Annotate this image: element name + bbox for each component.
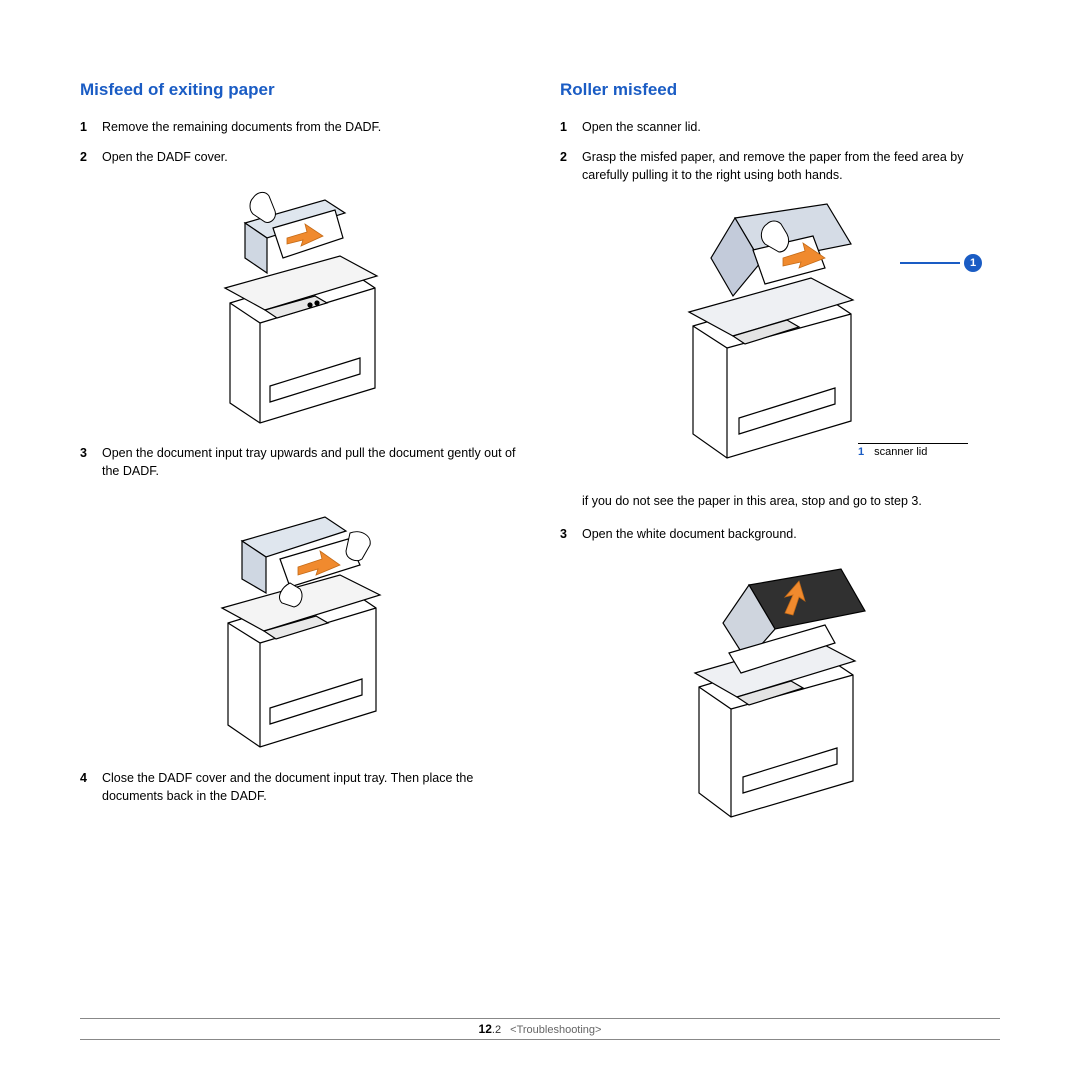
page-footer: 12.2 <Troubleshooting> [80, 1018, 1000, 1040]
step-number: 1 [80, 118, 102, 136]
step-number: 1 [560, 118, 582, 136]
right-figure-1: 1 1 scanner lid [560, 196, 1000, 476]
legend-number: 1 [858, 446, 864, 458]
figure-legend: 1 scanner lid [858, 443, 968, 458]
left-column: Misfeed of exiting paper 1 Remove the re… [80, 80, 520, 841]
right-steps: 1 Open the scanner lid. 2 Grasp the misf… [560, 118, 1000, 184]
callout-1: 1 [900, 254, 982, 272]
callout-badge: 1 [964, 254, 982, 272]
step-text: Open the DADF cover. [102, 148, 520, 166]
right-steps-cont: 3 Open the white document background. [560, 525, 1000, 543]
left-steps: 1 Remove the remaining documents from th… [80, 118, 520, 166]
left-step-3: 3 Open the document input tray upwards a… [80, 444, 520, 480]
callout-line [900, 262, 960, 264]
left-figure-2 [80, 493, 520, 753]
left-step-1: 1 Remove the remaining documents from th… [80, 118, 520, 136]
step-text: Open the white document background. [582, 525, 1000, 543]
step-text: Grasp the misfed paper, and remove the p… [582, 148, 1000, 184]
printer-dadf-open-icon [195, 178, 405, 428]
right-note: if you do not see the paper in this area… [582, 492, 1000, 510]
footer-section: <Troubleshooting> [510, 1024, 601, 1036]
step-number: 4 [80, 769, 102, 787]
step-number: 2 [80, 148, 102, 166]
step-text: Remove the remaining documents from the … [102, 118, 520, 136]
step-text: Open the document input tray upwards and… [102, 444, 520, 480]
printer-doc-background-open-icon [665, 555, 895, 825]
left-step-2: 2 Open the DADF cover. [80, 148, 520, 166]
step-number: 3 [80, 444, 102, 462]
step-number: 2 [560, 148, 582, 166]
page-number-minor: .2 [492, 1024, 501, 1036]
left-steps-cont2: 4 Close the DADF cover and the document … [80, 769, 520, 805]
right-step-3: 3 Open the white document background. [560, 525, 1000, 543]
left-figure-1 [80, 178, 520, 428]
right-figure-2 [560, 555, 1000, 825]
step-text: Open the scanner lid. [582, 118, 1000, 136]
legend-text: scanner lid [874, 446, 927, 458]
printer-scanner-lid-open-icon [655, 196, 905, 466]
step-text: Close the DADF cover and the document in… [102, 769, 520, 805]
page-number-major: 12 [479, 1022, 492, 1036]
right-column: Roller misfeed 1 Open the scanner lid. 2… [560, 80, 1000, 841]
printer-pull-document-icon [190, 493, 410, 753]
right-step-2: 2 Grasp the misfed paper, and remove the… [560, 148, 1000, 184]
left-steps-cont: 3 Open the document input tray upwards a… [80, 444, 520, 480]
right-step-1: 1 Open the scanner lid. [560, 118, 1000, 136]
left-heading: Misfeed of exiting paper [80, 80, 520, 100]
left-step-4: 4 Close the DADF cover and the document … [80, 769, 520, 805]
right-heading: Roller misfeed [560, 80, 1000, 100]
step-number: 3 [560, 525, 582, 543]
